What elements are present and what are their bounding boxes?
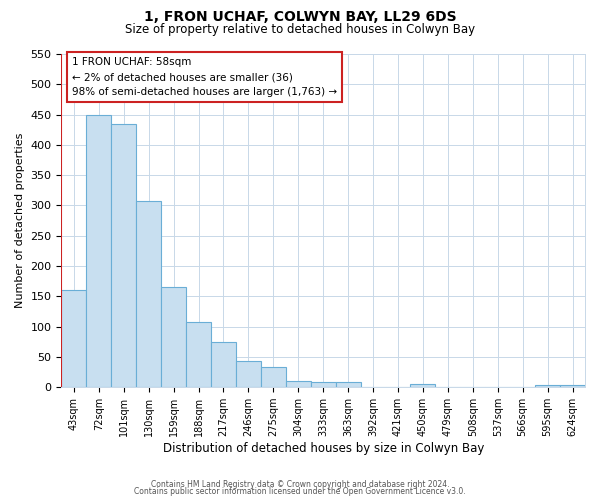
Bar <box>211 342 236 387</box>
X-axis label: Distribution of detached houses by size in Colwyn Bay: Distribution of detached houses by size … <box>163 442 484 455</box>
Bar <box>111 124 136 387</box>
Bar <box>286 381 311 387</box>
Bar <box>61 290 86 387</box>
Text: 1 FRON UCHAF: 58sqm
← 2% of detached houses are smaller (36)
98% of semi-detache: 1 FRON UCHAF: 58sqm ← 2% of detached hou… <box>72 58 337 97</box>
Text: Size of property relative to detached houses in Colwyn Bay: Size of property relative to detached ho… <box>125 22 475 36</box>
Bar <box>161 288 186 387</box>
Text: Contains public sector information licensed under the Open Government Licence v3: Contains public sector information licen… <box>134 487 466 496</box>
Bar <box>335 382 361 387</box>
Bar <box>136 200 161 387</box>
Y-axis label: Number of detached properties: Number of detached properties <box>15 133 25 308</box>
Text: 1, FRON UCHAF, COLWYN BAY, LL29 6DS: 1, FRON UCHAF, COLWYN BAY, LL29 6DS <box>143 10 457 24</box>
Bar <box>236 361 261 387</box>
Bar <box>186 322 211 387</box>
Text: Contains HM Land Registry data © Crown copyright and database right 2024.: Contains HM Land Registry data © Crown c… <box>151 480 449 489</box>
Bar <box>261 367 286 387</box>
Bar <box>410 384 436 387</box>
Bar <box>535 386 560 387</box>
Bar <box>560 386 585 387</box>
Bar <box>311 382 335 387</box>
Bar <box>86 114 111 387</box>
